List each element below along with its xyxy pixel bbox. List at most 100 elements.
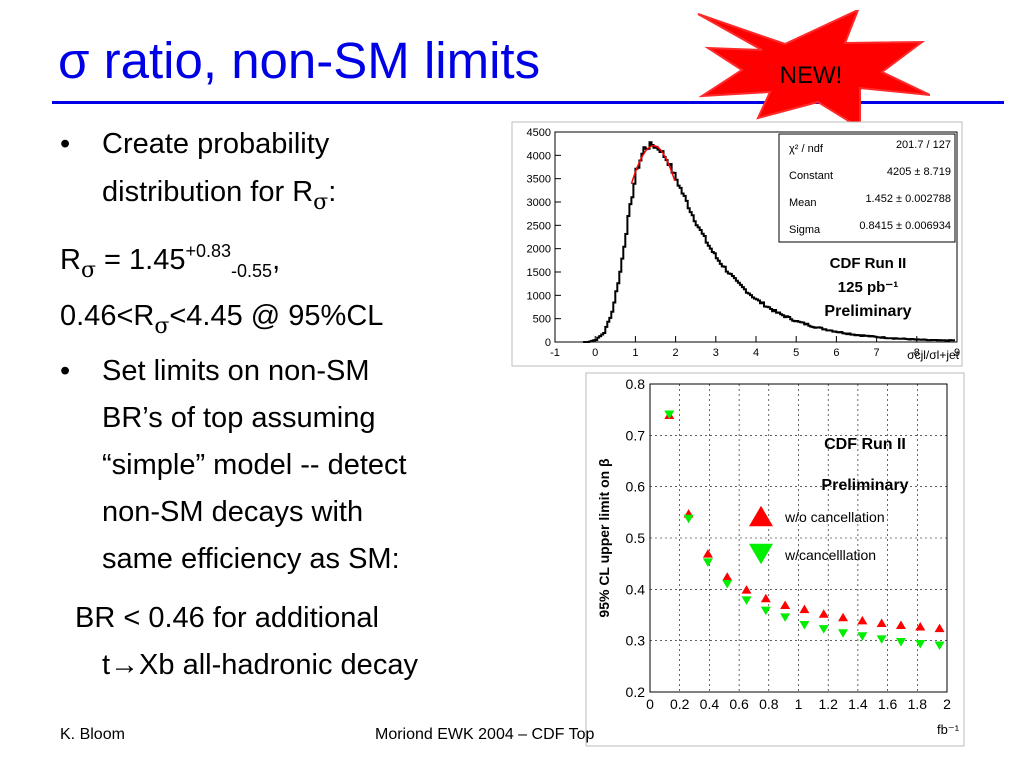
scatter-y-label: 95% CL upper limit on β <box>596 458 612 618</box>
y-tick-label: 0.4 <box>626 581 646 597</box>
green-data-point <box>876 635 887 644</box>
bullet-1-line-2: distribution for Rσ: <box>102 176 337 215</box>
footer-author: K. Bloom <box>60 726 125 743</box>
red-data-point <box>876 618 887 627</box>
x-tick-label: 3 <box>713 347 719 359</box>
y-tick-label: 1000 <box>527 290 551 302</box>
slide-title: σ ratio, non-SM limits <box>58 32 541 89</box>
fit-stat-value: 0.8415 ± 0.006934 <box>859 220 951 232</box>
bullet-2-line-2: BR’s of top assuming <box>102 402 376 434</box>
green-data-point <box>722 579 733 589</box>
green-data-point <box>760 606 771 616</box>
green-data-point <box>702 558 713 567</box>
y-tick-label: 4500 <box>527 127 551 139</box>
x-tick-label: 1.2 <box>818 696 838 712</box>
red-data-point <box>799 604 810 614</box>
y-tick-label: 2000 <box>527 244 551 256</box>
x-tick-label: 1.8 <box>908 696 928 712</box>
x-tick-label: 7 <box>874 347 880 359</box>
br-limit-line-1: BR < 0.46 for additional <box>75 602 379 634</box>
red-data-point <box>838 612 849 622</box>
green-data-point <box>818 625 829 634</box>
red-data-point <box>818 609 829 618</box>
histogram-x-label: σcjl/σl+jet <box>907 348 959 362</box>
y-tick-label: 2500 <box>527 220 551 232</box>
bullet-marker: • <box>60 355 71 387</box>
y-tick-label: 0.2 <box>626 684 646 700</box>
scatter-annotation-1: CDF Run II <box>824 436 906 453</box>
histogram-annotation-2: 125 pb⁻¹ <box>838 279 898 296</box>
gaussian-fit-curve <box>630 145 676 185</box>
x-tick-label: 4 <box>753 347 759 359</box>
green-data-point <box>664 410 675 420</box>
y-tick-label: 500 <box>533 314 551 326</box>
x-tick-label: 0.8 <box>759 696 779 712</box>
x-tick-label: 2 <box>673 347 679 359</box>
x-tick-label: 0 <box>592 347 598 359</box>
beta-limit-scatter: 0 0.2 0.4 0.6 0.8 1 1.2 1.4 1.6 1.8 20.20.30.40.50… <box>585 372 965 747</box>
x-tick-label: 9 <box>954 347 960 359</box>
legend-marker <box>749 505 773 527</box>
scatter-axes-box <box>649 383 948 693</box>
y-tick-label: 3500 <box>527 174 551 186</box>
legend-label: w/o cancellation <box>784 509 885 525</box>
red-data-point <box>857 615 868 625</box>
green-data-point <box>683 514 694 524</box>
green-data-point <box>934 641 945 651</box>
x-tick-label: 0.4 <box>700 696 720 712</box>
legend-label: w/cancelllation <box>784 547 876 563</box>
red-data-point <box>741 585 752 594</box>
y-tick-label: 1500 <box>527 267 551 279</box>
fit-stat-label: Sigma <box>789 224 821 236</box>
x-tick-label: 1 <box>795 696 803 712</box>
green-data-point <box>838 629 849 638</box>
sigma-ratio-histogram: -1 0 1 2 3 4 5 6 7 8 90500100015002000250030003500… <box>511 121 963 367</box>
y-tick-label: 0.7 <box>626 427 646 443</box>
x-tick-label: 0.6 <box>729 696 749 712</box>
bullet-1-line-1: Create probability <box>102 128 330 160</box>
red-data-point <box>780 600 791 609</box>
histogram-series <box>583 141 955 343</box>
x-tick-label: 5 <box>793 347 799 359</box>
fit-stat-value: 201.7 / 127 <box>896 139 951 151</box>
x-tick-label: 0 <box>646 696 654 712</box>
y-tick-label: 0.8 <box>626 376 646 392</box>
title-underline <box>52 101 1004 104</box>
bullet-2-line-5: same efficiency as SM: <box>102 543 400 575</box>
x-tick-label: 1 <box>632 347 638 359</box>
red-data-point <box>702 549 713 558</box>
scatter-annotation-2: Preliminary <box>821 477 908 494</box>
y-tick-label: 0.3 <box>626 633 646 649</box>
fit-stat-label: Mean <box>789 197 817 209</box>
red-data-point <box>934 623 945 633</box>
green-data-point <box>780 613 791 622</box>
green-data-point <box>799 621 810 630</box>
new-badge-starburst: NEW! <box>697 10 930 128</box>
r-sigma-cl-range: 0.46<Rσ<4.45 @ 95%CL <box>60 300 384 339</box>
bullet-2-line-1: Set limits on non-SM <box>102 355 370 387</box>
y-tick-label: 0.5 <box>626 530 646 546</box>
green-data-point <box>741 596 752 605</box>
legend-marker <box>749 543 773 565</box>
x-tick-label: 6 <box>833 347 839 359</box>
x-tick-label: 1.4 <box>848 696 868 712</box>
bullet-marker: • <box>60 128 71 160</box>
y-tick-label: 0.6 <box>626 479 646 495</box>
green-data-point <box>857 632 868 641</box>
bullet-2-line-3: “simple” model -- detect <box>102 449 407 481</box>
red-data-point <box>895 620 906 630</box>
r-sigma-value: Rσ = 1.45+0.83-0.55, <box>60 241 281 283</box>
green-data-point <box>895 637 906 647</box>
x-tick-label: 1.6 <box>878 696 898 712</box>
y-tick-label: 0 <box>545 337 551 349</box>
y-tick-label: 4000 <box>527 150 551 162</box>
x-tick-label: -1 <box>550 347 560 359</box>
x-tick-label: 0.2 <box>670 696 690 712</box>
red-data-point <box>722 572 733 581</box>
red-data-point <box>760 593 771 603</box>
histogram-annotation-3: Preliminary <box>824 303 911 320</box>
red-data-point <box>915 622 926 631</box>
br-limit-line-2: t→Xb all-hadronic decay <box>102 649 418 681</box>
y-tick-label: 3000 <box>527 197 551 209</box>
x-tick-label: 2 <box>943 696 951 712</box>
